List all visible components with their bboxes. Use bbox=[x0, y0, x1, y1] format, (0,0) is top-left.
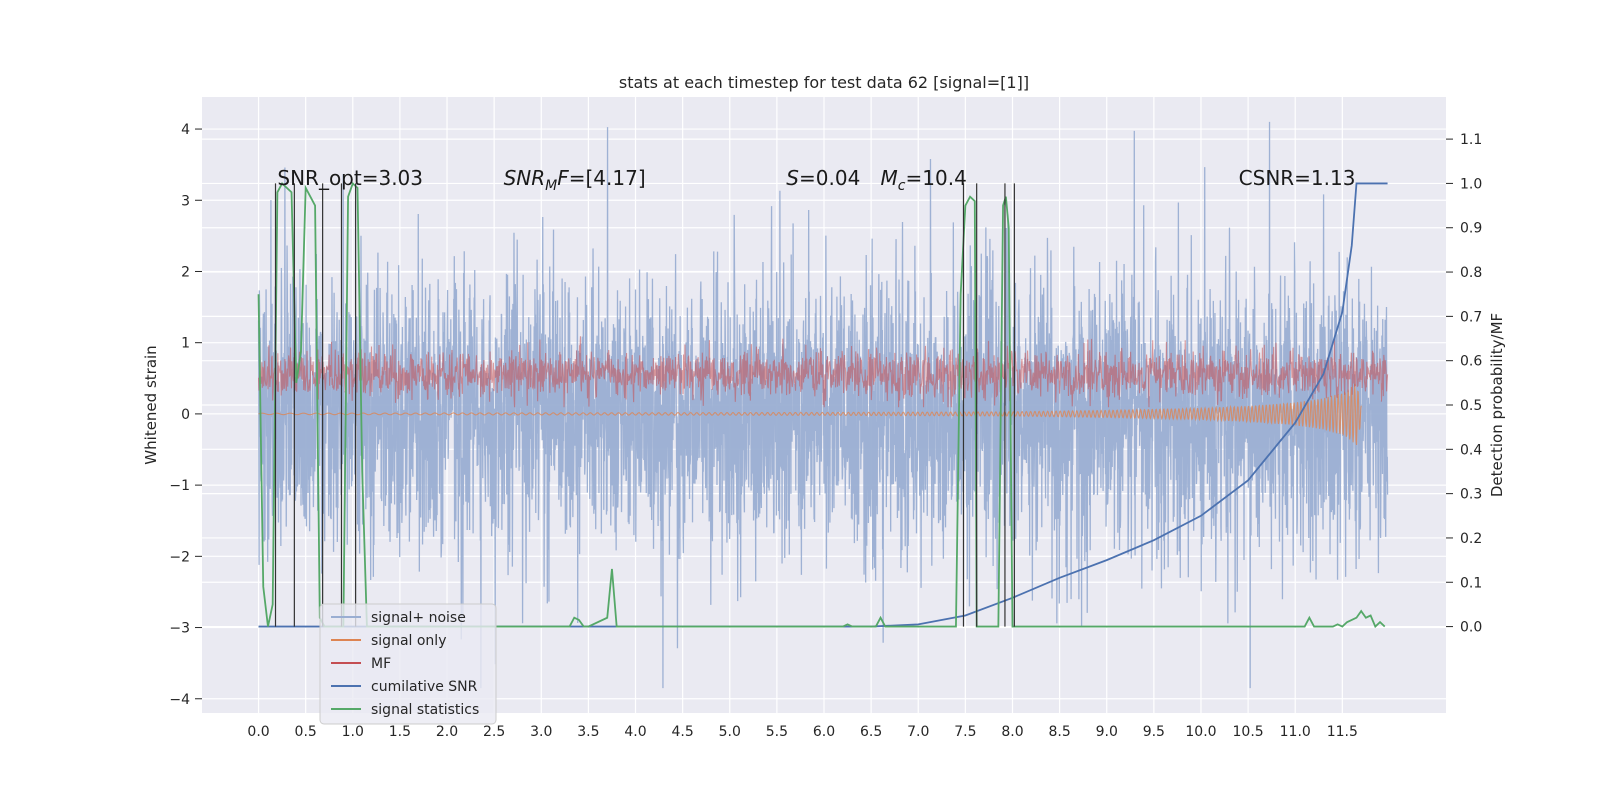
y-tick-label: −1 bbox=[169, 478, 190, 494]
y2-tick-label: 0.9 bbox=[1460, 221, 1482, 237]
series-signal-only bbox=[258, 383, 1362, 445]
x-tick-label: 3.0 bbox=[530, 724, 552, 740]
x-tick-label: 0.5 bbox=[295, 724, 317, 740]
annotation-text: SNRMF=[4.17] bbox=[504, 166, 646, 194]
x-axis-ticks: 0.0 0.5 1.0 1.5 2.0 2.5 3.0 3.5 4.0 4.5 5.0 5.5 6.0 6… bbox=[247, 724, 1358, 740]
x-tick-label: 7.5 bbox=[954, 724, 976, 740]
y2-tick-label: 1.1 bbox=[1460, 132, 1482, 148]
y2-tick-label: 0.5 bbox=[1460, 398, 1482, 414]
x-tick-label: 1.0 bbox=[342, 724, 364, 740]
y-tick-label: 4 bbox=[181, 122, 190, 138]
y-tick-label: −2 bbox=[169, 549, 190, 565]
y-tick-label: −4 bbox=[169, 692, 190, 708]
x-tick-label: 10.5 bbox=[1233, 724, 1264, 740]
y-tick-label: 1 bbox=[181, 336, 190, 352]
y-axis-ticks: 4 3 2 1 0 −1 −2 −3 −4 bbox=[169, 122, 202, 708]
annotations: SNR_opt=3.03 SNRMF=[4.17] S=0.04 Mc=10.4 CSN… bbox=[277, 166, 1355, 194]
y2-axis-ticks: 1.1 1.0 0.9 0.8 0.7 0.6 0.5 0.4 0.3 0.2 0.1 0.0 bbox=[1446, 132, 1482, 636]
legend-label: signal+ noise bbox=[371, 610, 466, 626]
y2-tick-label: 0.3 bbox=[1460, 487, 1482, 503]
annotation-text: CSNR=1.13 bbox=[1239, 166, 1356, 190]
legend-label: signal only bbox=[371, 633, 446, 649]
y2-tick-label: 0.1 bbox=[1460, 575, 1482, 591]
series-layer bbox=[257, 121, 1389, 689]
x-tick-label: 6.0 bbox=[813, 724, 835, 740]
y2-tick-label: 0.0 bbox=[1460, 620, 1482, 636]
legend-label: MF bbox=[371, 656, 391, 672]
annotation-text: Mc=10.4 bbox=[881, 166, 967, 194]
series-mf bbox=[258, 336, 1389, 408]
y-tick-label: 2 bbox=[181, 264, 190, 280]
x-tick-label: 9.0 bbox=[1096, 724, 1118, 740]
x-tick-label: 8.0 bbox=[1001, 724, 1023, 740]
x-tick-label: 1.5 bbox=[389, 724, 411, 740]
x-tick-label: 9.5 bbox=[1143, 724, 1165, 740]
y-tick-label: −3 bbox=[169, 621, 190, 637]
vertical-markers bbox=[274, 183, 1015, 627]
y-tick-label: 3 bbox=[181, 193, 190, 209]
y2-tick-label: 0.6 bbox=[1460, 354, 1482, 370]
x-tick-label: 2.0 bbox=[436, 724, 458, 740]
annotation-text: SNR_opt=3.03 bbox=[277, 166, 423, 190]
x-tick-label: 4.0 bbox=[624, 724, 646, 740]
x-tick-label: 10.0 bbox=[1185, 724, 1216, 740]
series-cumulative-snr bbox=[258, 182, 1388, 628]
x-tick-label: 0.0 bbox=[247, 724, 269, 740]
x-tick-label: 11.5 bbox=[1327, 724, 1358, 740]
x-tick-label: 11.0 bbox=[1280, 724, 1311, 740]
chart-title: stats at each timestep for test data 62 … bbox=[619, 73, 1029, 92]
y2-axis-label: Detection probability/MF bbox=[1488, 313, 1506, 497]
legend: signal+ noise signal only MF cumilative SNR… bbox=[319, 603, 497, 725]
annotation-text: S=0.04 bbox=[786, 166, 860, 190]
series-signal-statistics bbox=[257, 181, 1386, 629]
y2-tick-label: 0.4 bbox=[1460, 442, 1482, 458]
series-signal-noise bbox=[257, 121, 1389, 689]
y-tick-label: 0 bbox=[181, 407, 190, 423]
y2-tick-label: 0.7 bbox=[1460, 309, 1482, 325]
x-tick-label: 5.5 bbox=[766, 724, 788, 740]
x-tick-label: 6.5 bbox=[860, 724, 882, 740]
y2-tick-label: 0.8 bbox=[1460, 265, 1482, 281]
x-tick-label: 5.0 bbox=[719, 724, 741, 740]
y-axis-label: Whitened strain bbox=[142, 345, 160, 464]
x-tick-label: 7.0 bbox=[907, 724, 929, 740]
x-tick-label: 4.5 bbox=[672, 724, 694, 740]
legend-label: cumilative SNR bbox=[371, 679, 478, 695]
x-tick-label: 2.5 bbox=[483, 724, 505, 740]
y2-tick-label: 0.2 bbox=[1460, 531, 1482, 547]
x-tick-label: 8.5 bbox=[1048, 724, 1070, 740]
y2-tick-label: 1.0 bbox=[1460, 176, 1482, 192]
x-tick-label: 3.5 bbox=[577, 724, 599, 740]
legend-label: signal statistics bbox=[371, 702, 479, 718]
